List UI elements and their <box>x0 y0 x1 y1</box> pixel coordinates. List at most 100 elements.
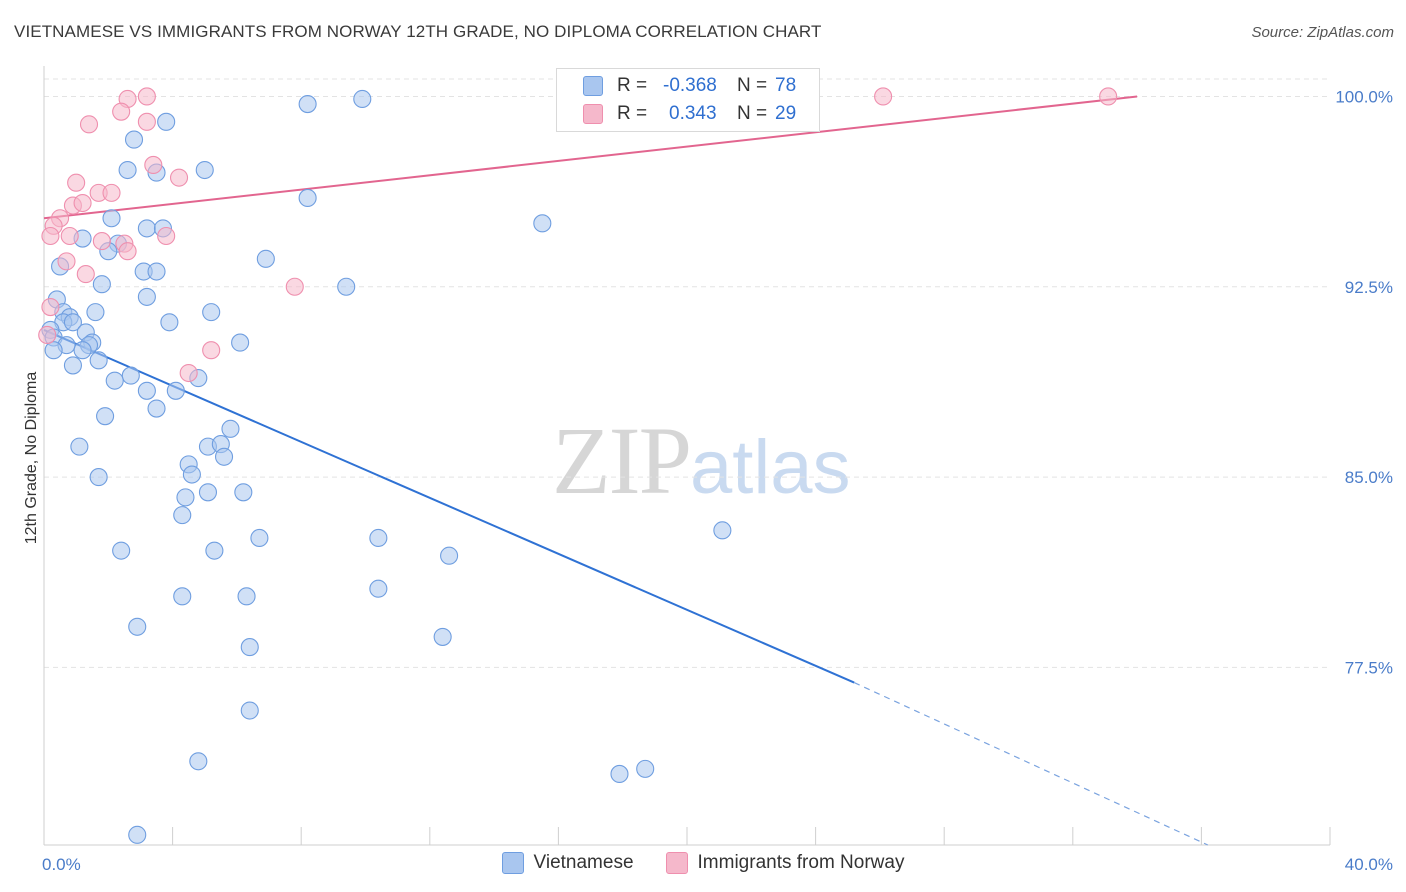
point-norway <box>60 226 79 246</box>
legend-row-vietnamese: R = -0.368 N = 78 <box>583 73 796 99</box>
correlation-legend: R = -0.368 N = 78 R = 0.343 N = 29 <box>556 68 820 132</box>
point-vietnamese <box>237 587 256 606</box>
grid-lines <box>44 78 1330 668</box>
point-vietnamese <box>198 483 218 502</box>
legend-swatch-vietnamese <box>583 76 603 96</box>
point-vietnamese <box>433 627 452 646</box>
point-norway <box>73 193 92 213</box>
point-vietnamese <box>205 541 224 560</box>
point-vietnamese <box>160 313 179 332</box>
point-vietnamese <box>105 371 124 390</box>
point-norway <box>137 87 156 106</box>
point-vietnamese <box>166 381 185 400</box>
point-norway <box>79 115 99 134</box>
point-norway <box>137 112 156 131</box>
point-vietnamese <box>147 399 166 418</box>
point-vietnamese <box>128 617 147 636</box>
legend-item-norway[interactable]: Immigrants from Norway <box>665 852 905 874</box>
point-vietnamese <box>118 160 137 180</box>
point-norway <box>179 363 198 383</box>
point-vietnamese <box>250 528 269 548</box>
point-vietnamese <box>86 303 105 322</box>
trend-line-vietnamese <box>43 328 855 684</box>
point-vietnamese <box>70 437 89 456</box>
point-norway <box>144 155 163 175</box>
point-vietnamese <box>298 95 317 114</box>
point-vietnamese <box>63 356 82 375</box>
point-vietnamese <box>240 638 259 657</box>
trend-lines <box>43 95 1209 846</box>
point-vietnamese <box>92 275 111 294</box>
point-norway <box>67 173 86 192</box>
point-vietnamese <box>128 825 147 844</box>
y-tick-label: 100.0% <box>1335 87 1393 106</box>
point-norway <box>1099 87 1118 106</box>
point-norway <box>57 252 76 271</box>
point-vietnamese <box>337 277 356 296</box>
chart-title: VIETNAMESE VS IMMIGRANTS FROM NORWAY 12T… <box>14 22 822 41</box>
r-value: 0.343 <box>669 103 717 124</box>
point-vietnamese <box>214 447 234 466</box>
watermark-atlas: atlas <box>690 425 851 510</box>
point-norway <box>112 102 131 121</box>
point-vietnamese <box>440 546 459 565</box>
point-norway <box>41 298 60 317</box>
axes <box>43 66 1331 846</box>
r-value: -0.368 <box>663 75 717 96</box>
point-norway <box>41 226 60 246</box>
legend-label: Immigrants from Norway <box>697 852 905 873</box>
n-value: 29 <box>775 103 797 124</box>
legend-item-vietnamese[interactable]: Vietnamese <box>501 852 634 874</box>
point-vietnamese <box>157 112 176 131</box>
point-norway <box>285 277 304 296</box>
point-vietnamese <box>102 209 121 228</box>
point-vietnamese <box>137 381 156 400</box>
point-norway <box>38 325 57 345</box>
point-vietnamese <box>353 89 372 109</box>
point-vietnamese <box>112 541 131 560</box>
point-norway <box>102 183 121 202</box>
source-label: Source: ZipAtlas.com <box>1251 24 1394 41</box>
point-norway <box>76 265 95 284</box>
point-vietnamese <box>240 701 259 720</box>
point-vietnamese <box>137 219 156 238</box>
point-norway <box>874 87 893 106</box>
point-norway <box>92 232 111 251</box>
n-label: N = <box>737 103 768 124</box>
point-vietnamese <box>121 366 140 385</box>
point-norway <box>118 242 137 261</box>
point-vietnamese <box>63 313 82 332</box>
point-vietnamese <box>195 160 214 180</box>
point-vietnamese <box>636 759 655 778</box>
point-vietnamese <box>298 188 317 207</box>
point-vietnamese <box>533 214 552 233</box>
watermark: ZIPatlas <box>552 405 851 516</box>
data-points <box>38 87 1118 844</box>
point-vietnamese <box>369 528 388 548</box>
legend-label: Vietnamese <box>533 852 634 873</box>
point-vietnamese <box>89 351 108 370</box>
point-vietnamese <box>137 287 156 306</box>
y-axis-title: 12th Grade, No Diploma <box>23 372 40 545</box>
point-vietnamese <box>44 341 63 360</box>
point-norway <box>157 226 176 246</box>
series-legend: Vietnamese Immigrants from Norway <box>0 852 1406 874</box>
point-vietnamese <box>256 249 275 268</box>
point-norway <box>202 341 221 360</box>
legend-swatch <box>501 852 524 874</box>
point-vietnamese <box>189 752 208 771</box>
trend-line-norway <box>43 95 1138 220</box>
x-tick-label: 40.0% <box>1345 855 1393 874</box>
point-norway <box>169 168 189 187</box>
legend-row-norway: R = 0.343 N = 29 <box>583 101 796 127</box>
legend-swatch-norway <box>583 104 603 124</box>
point-vietnamese <box>610 764 629 784</box>
trend-extension-vietnamese <box>853 682 1209 846</box>
legend-swatch <box>665 852 688 874</box>
watermark-zip: ZIP <box>552 407 692 514</box>
point-vietnamese <box>182 465 201 484</box>
n-label: N = <box>737 75 768 96</box>
point-vietnamese <box>173 506 192 525</box>
y-tick-label: 92.5% <box>1345 278 1393 297</box>
